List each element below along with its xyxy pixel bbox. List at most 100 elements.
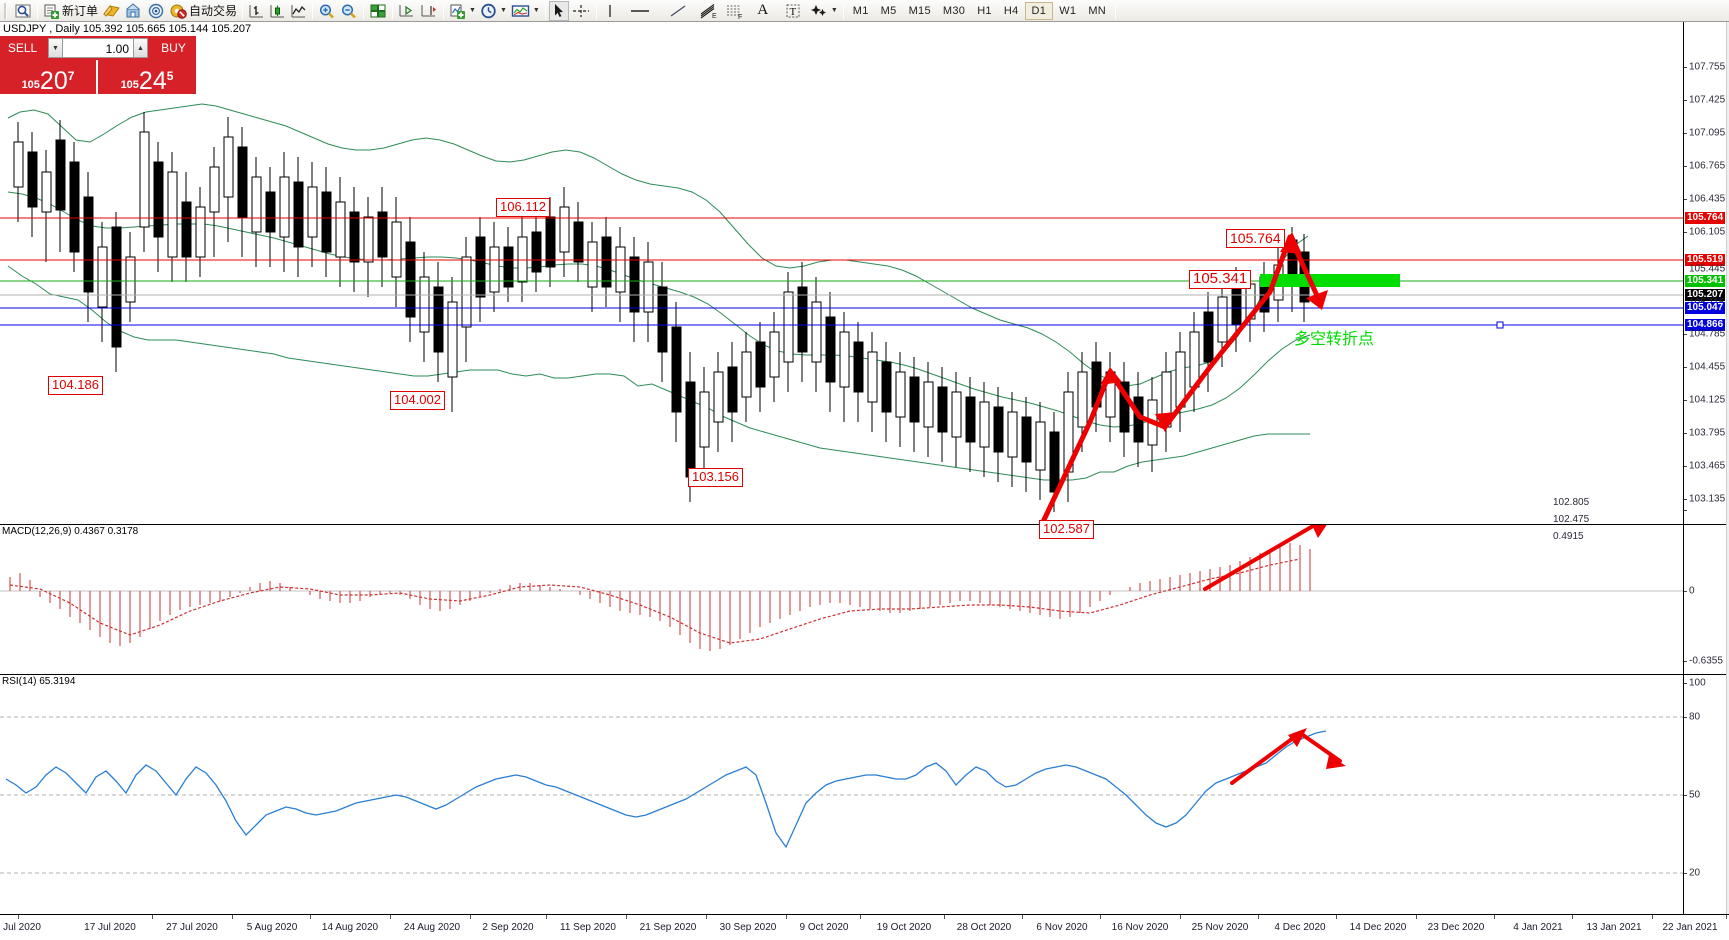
timeframe-h1[interactable]: H1 bbox=[971, 2, 998, 20]
price-callout-105764[interactable]: 105.764 bbox=[1226, 229, 1285, 248]
fibonacci-tool-button[interactable]: F bbox=[722, 1, 748, 21]
price-tick-label: 106.105 bbox=[1689, 226, 1726, 238]
volume-decrease-button[interactable]: ▼ bbox=[48, 38, 63, 58]
price-tag-105519[interactable]: 105.519 bbox=[1685, 254, 1726, 266]
one-click-trading-panel[interactable]: SELL ▼ 1.00 ▲ BUY 105 20 7 105 24 5 bbox=[0, 36, 196, 94]
equidistant-channel-tool-button[interactable]: E bbox=[696, 1, 722, 21]
autotrading-button[interactable]: 自动交易 bbox=[167, 1, 239, 21]
rsi-pane[interactable]: RSI(14) 65.3194 100 80 50 20 bbox=[0, 674, 1729, 914]
market-watch-button[interactable] bbox=[13, 1, 34, 21]
price-tick-label: 103.135 bbox=[1689, 493, 1726, 505]
chart-shift-button[interactable] bbox=[418, 1, 440, 21]
timeframe-label: M30 bbox=[942, 4, 966, 17]
timeframe-m30[interactable]: M30 bbox=[937, 2, 971, 20]
signals-button[interactable] bbox=[145, 1, 167, 21]
timeframe-label: H1 bbox=[977, 4, 992, 17]
price-tag-104866[interactable]: 104.866 bbox=[1685, 319, 1726, 331]
price-callout-104002[interactable]: 104.002 bbox=[390, 391, 445, 410]
cursor-tool-button[interactable] bbox=[548, 0, 569, 21]
chevron-down-icon[interactable]: ▼ bbox=[532, 7, 540, 14]
zoom-in-button[interactable] bbox=[316, 1, 338, 21]
chart-text-annotation[interactable]: 多空转折点 bbox=[1294, 329, 1375, 348]
autotrading-label: 自动交易 bbox=[189, 4, 238, 18]
candlestick-chart-button[interactable] bbox=[267, 1, 288, 21]
rsi-plot[interactable] bbox=[0, 675, 1683, 914]
toolbar-separator bbox=[842, 2, 844, 19]
periods-button[interactable]: ▼ bbox=[478, 1, 509, 21]
main-price-pane[interactable]: 106.112 104.186 104.002 103.156 102.587 … bbox=[0, 22, 1729, 539]
ask-big-figure: 105 bbox=[120, 79, 139, 91]
chevron-down-icon[interactable]: ▼ bbox=[830, 7, 838, 14]
volume-input[interactable]: 1.00 bbox=[63, 38, 133, 58]
horizontal-line-tool-button[interactable] bbox=[626, 1, 654, 21]
sell-button[interactable]: SELL bbox=[0, 36, 45, 60]
timeframe-mn[interactable]: MN bbox=[1082, 2, 1112, 20]
price-callout-102587[interactable]: 102.587 bbox=[1039, 520, 1094, 539]
time-axis-label: 28 Oct 2020 bbox=[956, 922, 1012, 933]
buy-button[interactable]: BUY bbox=[151, 36, 196, 60]
price-tag-105341[interactable]: 105.341 bbox=[1685, 275, 1726, 287]
crosshair-tool-button[interactable] bbox=[569, 1, 593, 21]
price-scale-rsi[interactable]: 100 80 50 20 bbox=[1683, 675, 1729, 914]
bid-fraction: 7 bbox=[67, 69, 75, 83]
price-scale-macd[interactable]: 0 -0.6355 bbox=[1683, 525, 1729, 674]
price-callout-105341[interactable]: 105.341 bbox=[1189, 270, 1252, 289]
timeframe-m1[interactable]: M1 bbox=[847, 2, 875, 20]
price-tag-105047[interactable]: 105.047 bbox=[1685, 302, 1726, 314]
auto-scroll-button[interactable] bbox=[396, 1, 418, 21]
toolbar-separator bbox=[392, 2, 394, 19]
text-tool-button[interactable]: A bbox=[757, 2, 769, 18]
timeframe-d1[interactable]: D1 bbox=[1024, 1, 1054, 20]
timeframe-m5[interactable]: M5 bbox=[875, 2, 903, 20]
timeframe-m15[interactable]: M15 bbox=[903, 2, 937, 20]
timeframe-h4[interactable]: H4 bbox=[998, 2, 1025, 20]
macd-tick-label-max: 0.4915 bbox=[1553, 531, 1584, 542]
price-callout-103156[interactable]: 103.156 bbox=[688, 468, 743, 487]
macd-pane[interactable]: MACD(12,26,9) 0.4367 0.3178 bbox=[0, 524, 1729, 674]
bar-chart-button[interactable] bbox=[246, 1, 267, 21]
vertical-scrollbar[interactable] bbox=[1726, 22, 1729, 914]
chevron-down-icon[interactable]: ▼ bbox=[469, 7, 476, 14]
market-button[interactable] bbox=[123, 1, 145, 21]
vertical-line-tool-button[interactable] bbox=[600, 1, 620, 21]
time-axis-label: 5 Aug 2020 bbox=[246, 922, 298, 933]
timeframe-w1[interactable]: W1 bbox=[1053, 2, 1082, 20]
level-handle bbox=[1496, 321, 1504, 329]
rsi-tick-label-50: 50 bbox=[1689, 789, 1701, 801]
zoom-out-button[interactable] bbox=[338, 1, 360, 21]
toolbar-separator bbox=[37, 2, 38, 19]
green-zone-highlight bbox=[1260, 274, 1400, 287]
time-axis-label: 19 Oct 2020 bbox=[876, 922, 932, 933]
volume-increase-button[interactable]: ▲ bbox=[133, 38, 148, 58]
price-tag-105207[interactable]: 105.207 bbox=[1685, 289, 1726, 301]
templates-button[interactable]: ▼ bbox=[509, 1, 542, 21]
trendline-tool-button[interactable] bbox=[666, 1, 690, 21]
mql-community-button[interactable] bbox=[100, 1, 123, 21]
price-tick-label: 104.455 bbox=[1689, 361, 1726, 373]
chevron-down-icon[interactable]: ▼ bbox=[499, 7, 507, 14]
toolbar-grip[interactable] bbox=[4, 2, 9, 19]
ask-price[interactable]: 105 24 5 bbox=[98, 60, 196, 94]
price-tag-105764[interactable]: 105.764 bbox=[1685, 212, 1726, 224]
shapes-tool-button[interactable]: ▼ bbox=[808, 1, 840, 21]
tile-windows-button[interactable] bbox=[367, 1, 389, 21]
bid-price[interactable]: 105 20 7 bbox=[0, 60, 98, 94]
price-plot[interactable] bbox=[0, 22, 1683, 524]
price-tick-label-102805: 102.805 bbox=[1553, 497, 1590, 508]
time-axis[interactable]: Jul 2020 17 Jul 2020 27 Jul 2020 5 Aug 2… bbox=[0, 914, 1729, 940]
price-callout-104186[interactable]: 104.186 bbox=[48, 376, 103, 395]
volume-control[interactable]: ▼ 1.00 ▲ bbox=[45, 36, 151, 60]
svg-text:F: F bbox=[738, 14, 742, 19]
new-order-button[interactable]: 新订单 bbox=[41, 1, 100, 21]
indicators-button[interactable]: ▼ bbox=[447, 1, 478, 21]
line-chart-button[interactable] bbox=[288, 1, 309, 21]
price-scale-main[interactable]: 107.755 107.425 107.095 106.765 106.435 … bbox=[1683, 22, 1729, 524]
text-label-tool-button[interactable]: T bbox=[783, 1, 803, 21]
macd-plot[interactable] bbox=[0, 525, 1683, 674]
time-axis-label: 16 Nov 2020 bbox=[1111, 922, 1169, 933]
price-callout-106112[interactable]: 106.112 bbox=[496, 198, 551, 217]
timeframe-label: MN bbox=[1088, 4, 1107, 17]
timeframe-label: D1 bbox=[1031, 4, 1047, 17]
time-axis-label: 25 Nov 2020 bbox=[1191, 922, 1249, 933]
rsi-tick-label-80: 80 bbox=[1689, 711, 1701, 723]
